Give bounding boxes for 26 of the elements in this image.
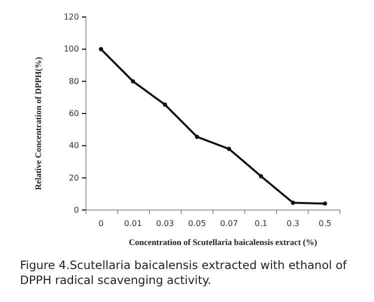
x-axis-title: Concentration of Scutellaria baicalensis extract (%): [128, 237, 318, 247]
x-tick-label: 0: [98, 219, 104, 228]
point: [162, 102, 168, 107]
y-tick-label: 80: [68, 76, 79, 86]
y-tick-label: 40: [68, 141, 79, 150]
x-tick-label: 0.03: [156, 219, 174, 228]
point: [322, 201, 328, 206]
point: [194, 134, 200, 139]
x-tick-label: 0.07: [220, 219, 238, 228]
y-tick-label: 100: [64, 44, 79, 54]
y-tick-label: 60: [68, 109, 79, 118]
y-tick-label: 20: [68, 173, 79, 182]
y-tick-label: 120: [64, 12, 79, 22]
x-tick-label: 0.3: [286, 219, 300, 228]
point: [226, 146, 232, 151]
y-axis-title: Relative Concentration of DPPH(%): [33, 56, 43, 190]
point: [98, 47, 104, 52]
y-tick-label: 0: [74, 206, 79, 215]
x-tick-label: 0.5: [318, 219, 332, 228]
point: [258, 174, 264, 178]
point: [130, 79, 136, 84]
x-tick-label: 0.05: [188, 219, 206, 228]
point: [290, 200, 296, 205]
caption: Figure 4.Scutellaria baicalensis extracted with ethanol of DPPH radical scavenging activity.: [20, 258, 348, 288]
x-tick-label: 0.1: [254, 219, 268, 228]
x-tick-label: 0.01: [124, 219, 142, 228]
